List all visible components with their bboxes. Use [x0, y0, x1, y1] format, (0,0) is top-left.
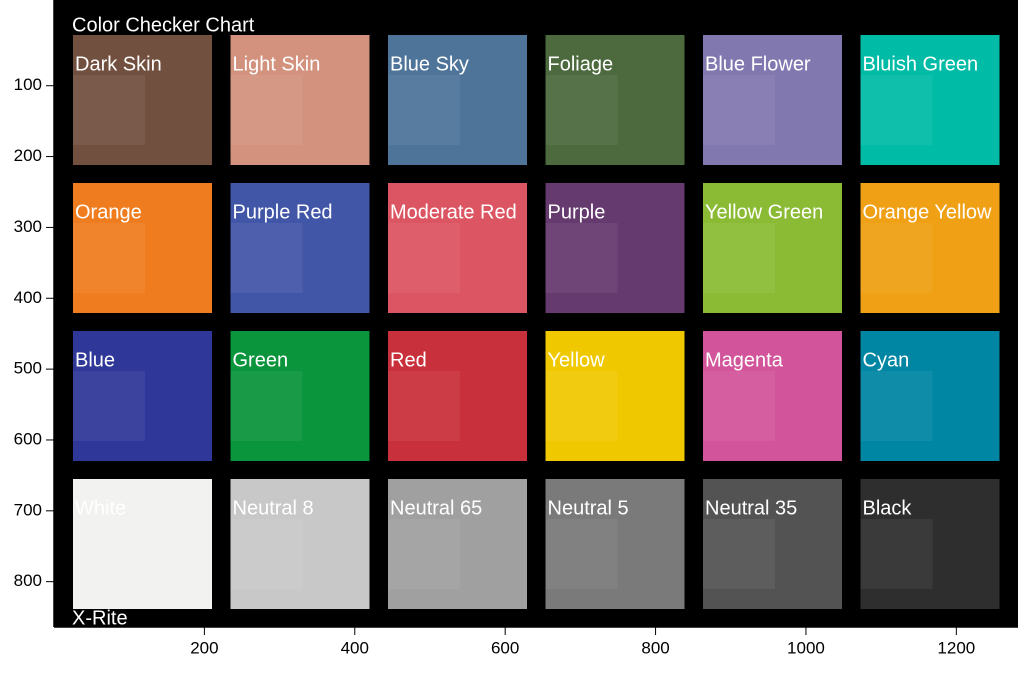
- y-tick-label: 500: [14, 359, 42, 378]
- x-tick-label: 1000: [787, 638, 825, 657]
- patch-label: Black: [863, 497, 913, 519]
- x-tick-label: 800: [641, 638, 669, 657]
- patch-sample: [73, 75, 145, 145]
- color-patch: [545, 35, 685, 165]
- color-patch: [73, 331, 212, 461]
- patch-sample: [388, 75, 460, 145]
- patch-sample: [230, 223, 303, 293]
- patch-label: White: [75, 497, 126, 519]
- color-patch: [73, 183, 212, 313]
- patch-label: Foliage: [548, 53, 614, 75]
- color-patch: [703, 479, 842, 609]
- patch-sample: [73, 371, 145, 441]
- patch-sample: [703, 223, 775, 293]
- patch-sample: [703, 371, 775, 441]
- patch-sample: [860, 75, 933, 145]
- x-tick-label: 200: [190, 638, 218, 657]
- color-patch: [860, 331, 1000, 461]
- patch-sample: [860, 519, 933, 589]
- patch-label: Green: [233, 349, 289, 371]
- color-patch: [73, 35, 212, 165]
- y-tick-label: 300: [14, 217, 42, 236]
- patch-label: Blue: [75, 349, 115, 371]
- patch-label: Yellow Green: [705, 201, 823, 223]
- patch-label: Moderate Red: [390, 201, 517, 223]
- patch-label: Red: [390, 349, 427, 371]
- patch-sample: [388, 519, 460, 589]
- color-patch: [545, 331, 685, 461]
- patch-label: Neutral 5: [548, 497, 629, 519]
- patch-label: Neutral 65: [390, 497, 482, 519]
- y-tick-label: 600: [14, 429, 42, 448]
- color-patch: [388, 479, 527, 609]
- patch-sample: [860, 371, 933, 441]
- color-patch: [860, 35, 1000, 165]
- image-background: [54, 0, 1018, 627]
- patch-sample: [230, 371, 303, 441]
- color-patch: [860, 479, 1000, 609]
- color-patch: [703, 35, 842, 165]
- x-tick-label: 1200: [937, 638, 975, 657]
- color-patch: [73, 479, 212, 609]
- patch-label: Orange Yellow: [863, 201, 993, 223]
- patch-sample: [388, 223, 460, 293]
- color-patch: [230, 183, 370, 313]
- patch-sample: [545, 519, 618, 589]
- color-patch: [703, 331, 842, 461]
- color-patch: [230, 479, 370, 609]
- footer: X-Rite: [72, 607, 128, 629]
- y-tick-label: 200: [14, 146, 42, 165]
- patch-label: Neutral 35: [705, 497, 797, 519]
- patch-sample: [860, 223, 933, 293]
- patch-label: Dark Skin: [75, 53, 162, 75]
- patch-label: Blue Sky: [390, 53, 469, 75]
- color-patch: [860, 183, 1000, 313]
- patch-label: Magenta: [705, 349, 784, 371]
- color-patch: [230, 35, 370, 165]
- color-patch: [230, 331, 370, 461]
- chart-title: Color Checker Chart: [72, 14, 255, 36]
- patch-label: Neutral 8: [233, 497, 314, 519]
- patch-sample: [545, 371, 618, 441]
- color-patch: [703, 183, 842, 313]
- x-tick-label: 400: [341, 638, 369, 657]
- y-tick-label: 800: [14, 571, 42, 590]
- color-patch: [388, 35, 527, 165]
- patch-label: Light Skin: [233, 53, 321, 75]
- x-tick-label: 600: [491, 638, 519, 657]
- color-patch: [545, 183, 685, 313]
- patch-sample: [73, 519, 145, 589]
- y-tick-label: 700: [14, 500, 42, 519]
- patch-sample: [703, 519, 775, 589]
- patch-sample: [73, 223, 145, 293]
- patch-sample: [545, 223, 618, 293]
- patch-label: Cyan: [863, 349, 910, 371]
- patch-sample: [388, 371, 460, 441]
- color-patch: [545, 479, 685, 609]
- patch-label: Yellow: [548, 349, 606, 371]
- patch-label: Blue Flower: [705, 53, 811, 75]
- patch-label: Purple: [548, 201, 606, 223]
- patch-sample: [230, 75, 303, 145]
- patch-label: Purple Red: [233, 201, 333, 223]
- patch-sample: [703, 75, 775, 145]
- patch-label: Orange: [75, 201, 142, 223]
- color-patch: [388, 331, 527, 461]
- color-patch: [388, 183, 527, 313]
- patch-label: Bluish Green: [863, 53, 979, 75]
- patch-sample: [545, 75, 618, 145]
- patch-sample: [230, 519, 303, 589]
- y-tick-label: 100: [14, 75, 42, 94]
- y-tick-label: 400: [14, 288, 42, 307]
